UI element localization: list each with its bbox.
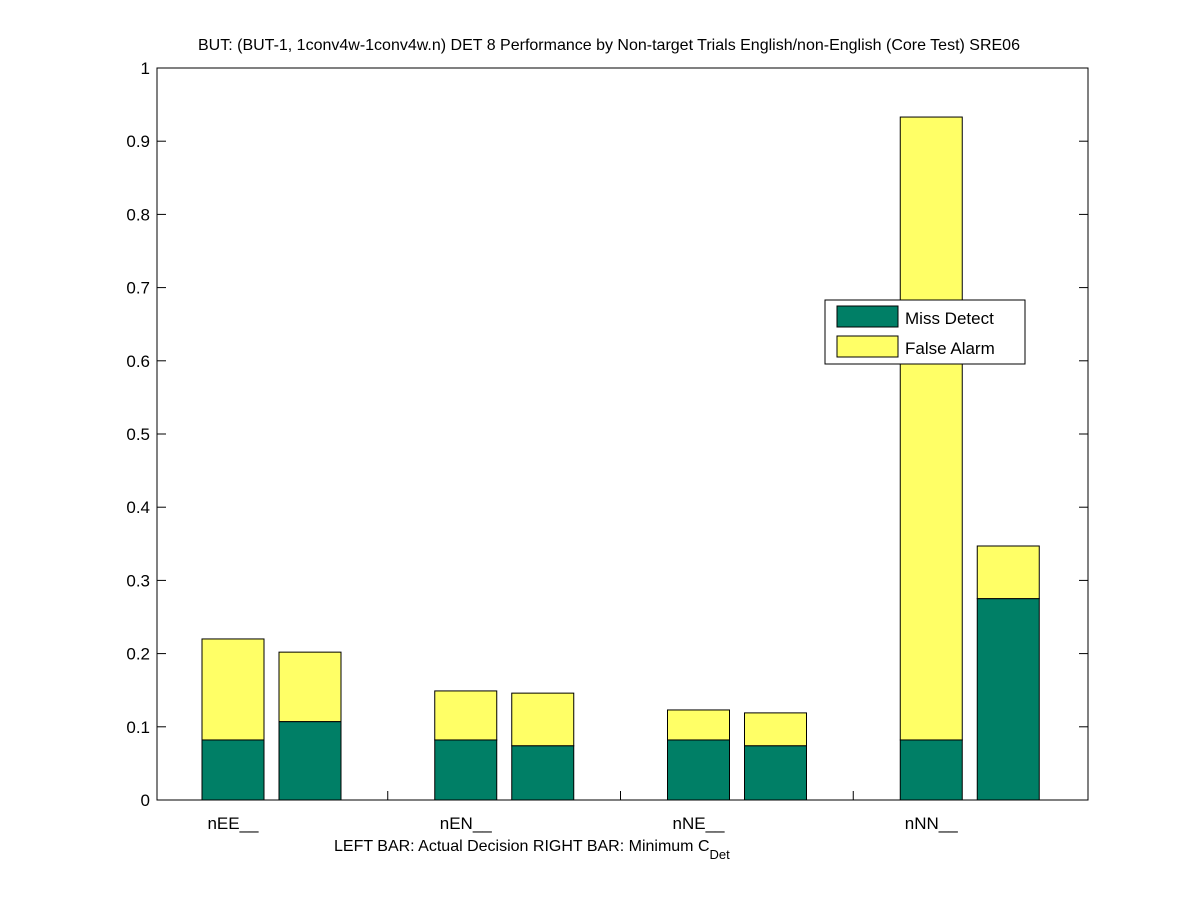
bar-miss-detect-nnn-actual [899,739,963,801]
y-tick-label: 0.6 [126,352,150,371]
x-tick-label: nNN__ [905,814,958,833]
y-tick-label: 0.3 [126,571,150,590]
x-tick-labels: nEE__ nEN__ nNE__ nNN__ [207,814,958,833]
bars-group [201,116,1040,801]
y-tick-label: 0.9 [126,132,150,151]
bar-false-alarm-nen-minimum [511,692,575,747]
bar-miss-detect-nen-actual [434,739,498,801]
y-tick-label: 0 [141,791,150,810]
x-axis-label-main: LEFT BAR: Actual Decision RIGHT BAR: Min… [334,838,710,855]
bar-miss-detect-nee-actual [201,739,265,801]
legend-swatch-false-alarm [836,335,899,358]
legend-label-false-alarm: False Alarm [905,339,995,358]
bar-false-alarm-nnn-minimum [976,545,1040,600]
bar-miss-detect-nnn-minimum [976,598,1040,801]
legend-swatch-miss-detect [836,305,899,328]
bar-false-alarm-nne-minimum [744,712,807,747]
bar-false-alarm-nee-minimum [278,651,342,723]
y-tick-labels: 0 0.1 0.2 0.3 0.4 0.5 0.6 0.7 0.8 0.9 1 [126,59,150,810]
x-axis-label-subscript: Det [710,847,731,862]
bar-false-alarm-nne-actual [667,709,730,741]
x-tick-label: nEN__ [440,814,493,833]
y-tick-label: 0.1 [126,718,150,737]
y-tick-label: 0.8 [126,205,150,224]
bar-miss-detect-nne-actual [667,739,730,801]
legend: Miss Detect False Alarm [824,299,1026,365]
bar-false-alarm-nee-actual [201,638,265,741]
y-tick-label: 1 [141,59,150,78]
y-tick-label: 0.2 [126,645,150,664]
y-tick-label: 0.4 [126,498,150,517]
chart-title: BUT: (BUT-1, 1conv4w-1conv4w.n) DET 8 Pe… [198,37,1020,54]
bar-miss-detect-nne-minimum [744,745,807,801]
bar-false-alarm-nen-actual [434,690,498,741]
y-tick-label: 0.7 [126,279,150,298]
x-axis-label: LEFT BAR: Actual Decision RIGHT BAR: Min… [334,838,730,862]
axes-group [156,67,1089,801]
legend-label-miss-detect: Miss Detect [905,309,994,328]
x-tick-label: nNE__ [673,814,726,833]
bar-miss-detect-nee-minimum [278,721,342,801]
y-tick-label: 0.5 [126,425,150,444]
bar-false-alarm-nnn-actual [899,116,963,741]
x-tick-label: nEE__ [207,814,259,833]
bar-miss-detect-nen-minimum [511,745,575,801]
